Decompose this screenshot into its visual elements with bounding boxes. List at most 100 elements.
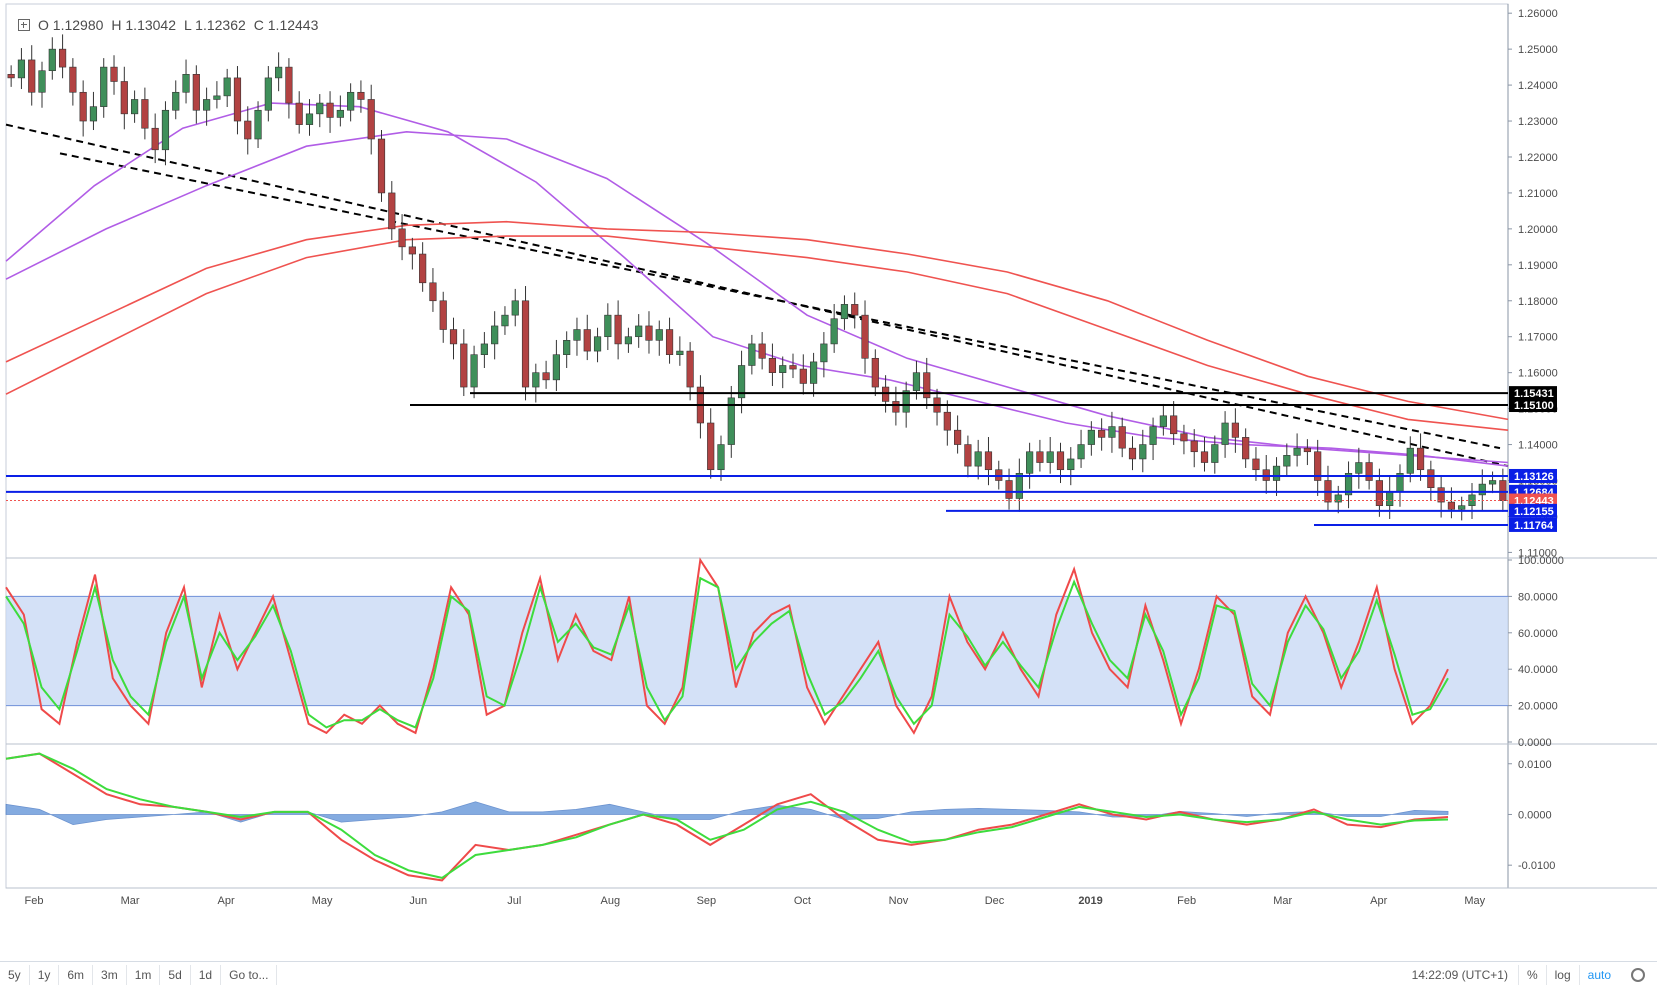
candle-body bbox=[645, 325, 653, 341]
range-1d-button[interactable]: 1d bbox=[191, 965, 222, 985]
candle-body bbox=[954, 429, 962, 445]
auto-scale-toggle[interactable]: auto bbox=[1578, 965, 1619, 985]
candle-body bbox=[871, 357, 879, 388]
candle-body bbox=[820, 343, 828, 363]
stoch-tick-label: 0.0000 bbox=[1518, 737, 1552, 749]
candle-body bbox=[182, 74, 190, 93]
x-tick-label: Dec bbox=[985, 895, 1005, 907]
candle-body bbox=[912, 372, 921, 391]
candle-body bbox=[1375, 480, 1383, 506]
moving-average-line bbox=[5, 102, 1509, 467]
macd-line bbox=[5, 752, 1449, 882]
macd-tick-label: 0.0000 bbox=[1518, 809, 1552, 821]
candle-body bbox=[38, 70, 46, 93]
candle-body bbox=[223, 77, 231, 97]
y-tick-label: 1.19000 bbox=[1518, 260, 1558, 272]
price-level-label: 1.15431 bbox=[1514, 388, 1554, 400]
x-tick-label: Jun bbox=[409, 895, 427, 907]
x-tick-label: Mar bbox=[1273, 895, 1292, 907]
candle-body bbox=[1190, 440, 1198, 453]
candle-body bbox=[1488, 480, 1497, 485]
candle-body bbox=[511, 300, 519, 316]
y-tick-label: 1.14000 bbox=[1518, 440, 1558, 452]
candle-body bbox=[974, 451, 982, 467]
candle-body bbox=[285, 66, 293, 104]
candle-body bbox=[1015, 473, 1023, 499]
gear-icon[interactable] bbox=[1631, 968, 1645, 982]
candle-body bbox=[1026, 451, 1034, 474]
candle-body bbox=[809, 361, 818, 384]
candle-body bbox=[491, 325, 499, 345]
candle-body bbox=[573, 329, 581, 341]
x-tick-label: Jul bbox=[507, 895, 521, 907]
candle-body bbox=[1077, 444, 1085, 460]
price-level-label: 1.13126 bbox=[1514, 471, 1554, 483]
candle-body bbox=[408, 246, 416, 255]
candle-body bbox=[521, 300, 530, 388]
candle-body bbox=[861, 314, 869, 359]
candle-body bbox=[141, 99, 149, 129]
log-toggle[interactable]: log bbox=[1545, 965, 1579, 985]
candle-body bbox=[717, 444, 725, 471]
candle-body bbox=[151, 127, 159, 151]
range-3m-button[interactable]: 3m bbox=[93, 965, 127, 985]
candle-body bbox=[1118, 426, 1126, 449]
goto-button[interactable]: Go to... bbox=[221, 965, 278, 985]
candle-body bbox=[1231, 422, 1239, 438]
candle-body bbox=[203, 99, 211, 111]
price-level-tag bbox=[1509, 398, 1557, 413]
expand-icon[interactable] bbox=[18, 19, 30, 31]
moving-average-line bbox=[5, 235, 1509, 431]
chart-svg[interactable]: 1.26000 1.25000 1.24000 1.23000 1.22000 1.210… bbox=[0, 0, 1657, 960]
candle-body bbox=[1458, 505, 1466, 510]
candle-body bbox=[244, 120, 252, 140]
toolbar-right: 14:22:09 (UTC+1) % log auto bbox=[1402, 962, 1657, 988]
candle-body bbox=[1447, 501, 1456, 510]
candle-body bbox=[69, 66, 77, 93]
candle-body bbox=[480, 343, 488, 355]
candle-body bbox=[429, 282, 437, 302]
candle-body bbox=[347, 91, 355, 111]
ohlc-legend: O 1.12980 H 1.13042 L 1.12362 C 1.12443 bbox=[14, 16, 323, 34]
stoch-tick-label: 20.0000 bbox=[1518, 701, 1558, 713]
range-6m-button[interactable]: 6m bbox=[59, 965, 94, 985]
candle-body bbox=[1139, 444, 1147, 460]
stoch-line bbox=[5, 557, 1449, 735]
candle-body bbox=[48, 48, 56, 72]
candle-body bbox=[213, 95, 221, 100]
range-1m-button[interactable]: 1m bbox=[127, 965, 161, 985]
candle-body bbox=[172, 91, 180, 111]
candle-body bbox=[1344, 473, 1353, 496]
candle-body bbox=[1478, 483, 1486, 496]
candle-body bbox=[1355, 462, 1363, 474]
trend-line bbox=[59, 152, 1501, 450]
range-5d-button[interactable]: 5d bbox=[160, 965, 191, 985]
candle-body bbox=[1242, 437, 1250, 460]
candle-body bbox=[614, 314, 622, 345]
candle-body bbox=[593, 336, 602, 352]
candle-body bbox=[100, 66, 108, 107]
range-1y-button[interactable]: 1y bbox=[30, 965, 60, 985]
y-tick-label: 1.16000 bbox=[1518, 368, 1558, 380]
y-tick-label: 1.18000 bbox=[1518, 296, 1558, 308]
percent-toggle[interactable]: % bbox=[1517, 965, 1546, 985]
candle-body bbox=[655, 329, 663, 341]
candle-body bbox=[1221, 422, 1229, 445]
x-tick-label: Nov bbox=[889, 895, 909, 907]
x-tick-label: Apr bbox=[218, 895, 235, 907]
candle-body bbox=[799, 368, 807, 384]
candle-body bbox=[635, 325, 643, 338]
range-5y-button[interactable]: 5y bbox=[0, 965, 30, 985]
candle-body bbox=[377, 138, 386, 194]
candle-body bbox=[758, 343, 766, 359]
candle-body bbox=[1416, 447, 1425, 471]
y-tick-label: 1.22000 bbox=[1518, 152, 1558, 164]
candle-body bbox=[1427, 469, 1435, 488]
candle-body bbox=[984, 451, 993, 471]
stoch-tick-label: 40.0000 bbox=[1518, 664, 1558, 676]
candle-body bbox=[624, 336, 632, 345]
x-tick-label: Aug bbox=[601, 895, 621, 907]
candle-body bbox=[1293, 447, 1301, 456]
candle-body bbox=[1005, 480, 1013, 499]
